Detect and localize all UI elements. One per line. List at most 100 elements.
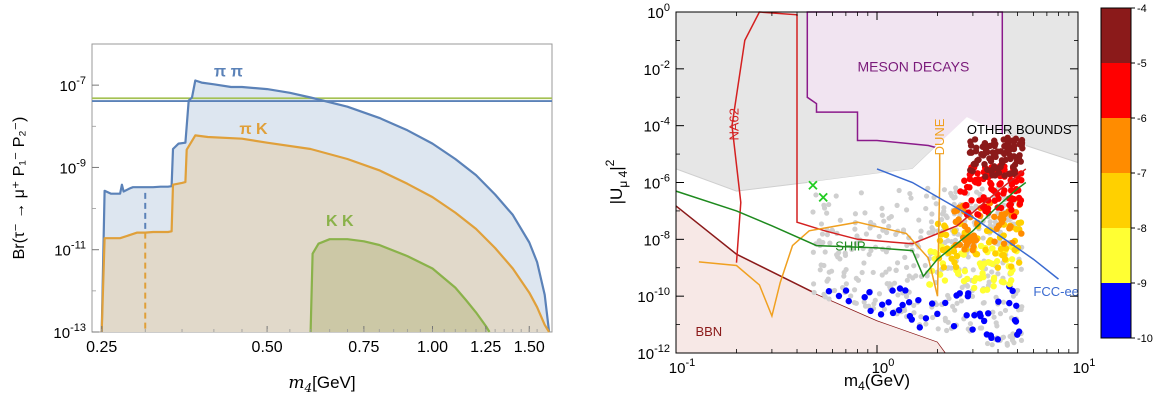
scatter-point-5 <box>997 148 1005 155</box>
left-x-axis-label: m4[GeV] <box>288 373 355 395</box>
scatter-point-gray <box>851 300 858 306</box>
right-label-3: DUNE <box>932 118 947 155</box>
scatter-point-2 <box>1015 219 1022 227</box>
scatter-point-4 <box>1010 195 1018 203</box>
scatter-point-gray <box>872 297 878 303</box>
scatter-point-gray <box>881 306 887 312</box>
scatter-point-gray <box>813 192 819 198</box>
scatter-point-1 <box>941 277 949 284</box>
right-label-5: FCC-ee <box>1033 284 1079 299</box>
left-area-lines <box>100 79 551 333</box>
scatter-point-3 <box>997 214 1004 222</box>
scatter-point-gray <box>848 293 854 299</box>
scatter-point-gray <box>987 219 993 225</box>
left-ticks: 0.25 0.50 0.75 1.00 1.25 1.50 10-13 10-11 10-9 10… <box>53 43 545 356</box>
right-chart: MESON DECAYS OTHER BOUNDS NA62 DUNE SHIP FCC-… <box>603 2 1153 393</box>
left-xtick-label-4: 1.25 <box>470 339 501 356</box>
scatter-point-gray <box>953 185 959 191</box>
right-ylabel-end: | <box>607 166 626 170</box>
scatter-point-0 <box>976 310 983 317</box>
scatter-point-gray <box>950 303 956 310</box>
curve-na62 <box>731 11 1027 263</box>
scatter-point-2 <box>936 237 944 244</box>
right-curves <box>675 11 1059 319</box>
scatter-point-0 <box>922 315 930 322</box>
scatter-point-5 <box>991 163 998 170</box>
scatter-point-2 <box>973 251 981 258</box>
scatter-point-gray <box>941 205 947 211</box>
scatter-point-0 <box>985 310 992 317</box>
scatter-point-gray <box>886 215 892 221</box>
scatter-point-gray <box>894 260 901 266</box>
scatter-point-0 <box>902 287 909 294</box>
scatter-point-0 <box>867 307 874 315</box>
scatter-point-0 <box>1009 287 1016 295</box>
scatter-point-gray <box>991 314 997 320</box>
scatter-point-3 <box>965 238 972 246</box>
scatter-point-gray <box>881 218 887 224</box>
right-label-4: SHIP <box>835 239 865 254</box>
colorbar-segment-3 <box>1101 173 1131 229</box>
scatter-point-gray <box>824 232 830 238</box>
scatter-point-gray <box>939 211 946 217</box>
scatter-point-gray <box>829 227 835 233</box>
scatter-point-5 <box>1001 172 1008 179</box>
scatter-point-2 <box>994 264 1002 271</box>
left-xtick-label-3: 1.00 <box>417 339 448 356</box>
scatter-point-gray <box>925 185 931 191</box>
scatter-point-2 <box>941 222 948 229</box>
scatter-point-gray <box>833 193 839 199</box>
scatter-point-gray <box>879 212 885 218</box>
scatter-point-1 <box>989 245 996 252</box>
colorbar-tick-label-6: -10 <box>1137 333 1153 345</box>
scatter-point-0 <box>963 312 970 319</box>
scatter-point-gray <box>852 226 858 232</box>
scatter-point-0 <box>899 301 906 309</box>
scatter-point-5 <box>1016 152 1023 159</box>
scatter-point-gray <box>853 240 860 247</box>
scatter-point-0 <box>1014 331 1021 338</box>
left-chart: 0.25 0.50 0.75 1.00 1.25 1.50 10-13 10-11 10-9 10… <box>11 43 553 395</box>
scatter-point-5 <box>970 161 977 168</box>
scatter-point-5 <box>967 142 975 149</box>
scatter-point-0 <box>905 299 913 306</box>
scatter-point-0 <box>845 297 852 305</box>
scatter-point-0 <box>969 326 976 333</box>
scatter-point-1 <box>990 282 997 290</box>
scatter-point-gray <box>942 315 948 321</box>
scatter-point-2 <box>1007 263 1015 270</box>
scatter-point-0 <box>916 324 923 331</box>
scatter-point-0 <box>835 292 843 300</box>
scatter-point-gray <box>895 292 901 298</box>
right-xtick-label-0: 10-1 <box>669 357 695 377</box>
scatter-point-gray <box>992 219 998 225</box>
scatter-point-gray <box>858 190 864 196</box>
scatter-point-0 <box>980 317 988 325</box>
scatter-point-1 <box>977 242 985 250</box>
scatter-point-5 <box>973 144 980 152</box>
scatter-point-0 <box>956 290 963 297</box>
scatter-point-gray <box>1018 337 1025 344</box>
scatter-point-gray <box>821 205 828 211</box>
scatter-point-gray <box>903 293 910 299</box>
left-annotation-0: π π <box>214 64 243 81</box>
scatter-point-2 <box>997 245 1005 253</box>
scatter-point-gray <box>997 311 1004 317</box>
right-labels: MESON DECAYS OTHER BOUNDS NA62 DUNE SHIP FCC-… <box>695 59 1078 339</box>
scatter-point-gray <box>819 231 826 237</box>
scatter-point-gray <box>834 252 840 258</box>
scatter-point-gray <box>894 202 900 208</box>
scatter-point-2 <box>942 231 950 239</box>
scatter-point-4 <box>1018 176 1025 184</box>
scatter-point-gray <box>904 242 910 249</box>
scatter-point-2 <box>983 227 991 235</box>
scatter-point-4 <box>1010 213 1018 220</box>
scatter-point-4 <box>997 180 1004 187</box>
left-xlabel-unit: [GeV] <box>312 373 355 392</box>
scatter-point-4 <box>991 197 998 204</box>
scatter-point-0 <box>861 293 868 301</box>
scatter-point-0 <box>988 334 995 342</box>
scatter-point-1 <box>985 258 992 266</box>
area-fill-2 <box>310 239 490 332</box>
scatter-point-gray <box>953 189 959 195</box>
